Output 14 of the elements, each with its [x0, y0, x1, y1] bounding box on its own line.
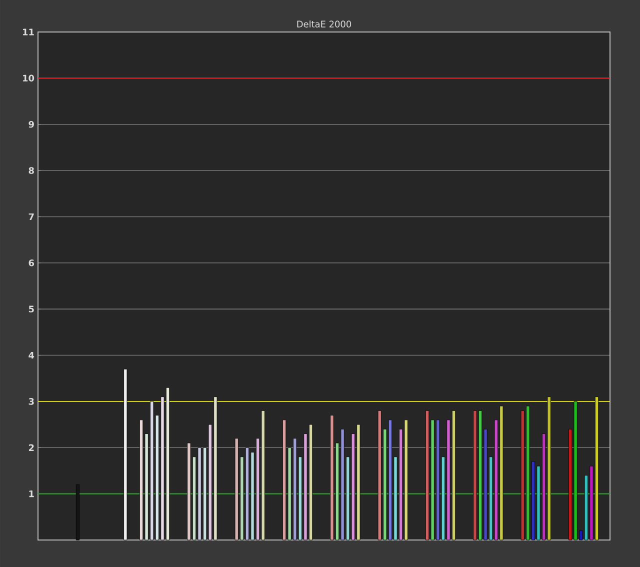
y-tick-label: 6 [28, 260, 34, 266]
y-tick-label: 11 [23, 28, 34, 36]
y-tick-label: 4 [28, 352, 34, 359]
y-tick-label: 2 [28, 444, 34, 451]
y-tick-label: 8 [28, 167, 34, 174]
y-tick-label: 9 [28, 120, 34, 128]
bar [76, 484, 80, 540]
y-tick-label: 5 [28, 306, 34, 312]
y-tick-label: 10 [23, 74, 34, 82]
y-tick-label: 3 [28, 398, 34, 405]
y-tick-label: 1 [29, 490, 34, 498]
chart-title: DeltaE 2000 [297, 20, 352, 28]
bar [124, 368, 128, 540]
y-tick-label: 7 [28, 213, 34, 220]
